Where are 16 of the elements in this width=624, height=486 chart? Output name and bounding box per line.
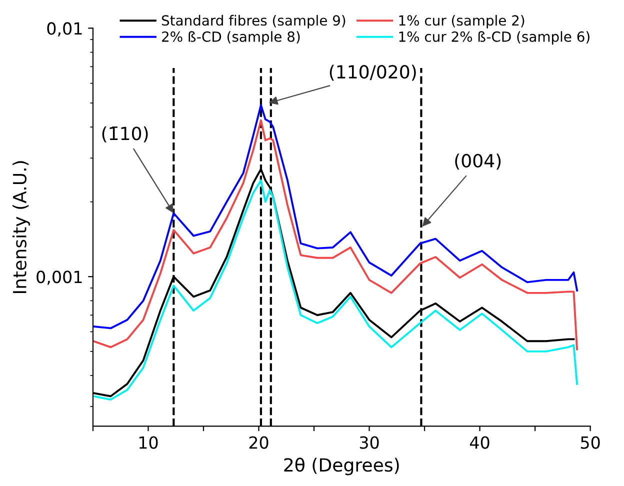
legend-label: 1% cur 2% ß-CD (sample 6) xyxy=(399,31,590,45)
x-tick-label: 40 xyxy=(470,436,490,449)
x-tick-label: 50 xyxy=(580,436,600,449)
annotation: (110/020) xyxy=(330,64,416,81)
y-tick-label: 0,01 xyxy=(47,22,82,36)
legend-label: 1% cur (sample 2) xyxy=(399,14,524,28)
x-tick-label: 20 xyxy=(249,436,268,449)
x-axis-title: 2θ (Degrees) xyxy=(284,458,399,476)
x-tick-label: 10 xyxy=(139,436,158,449)
x-tick-label: 30 xyxy=(360,436,379,449)
y-axis-title: Intensity (A.U.) xyxy=(12,161,30,294)
y-tick-label: 0,001 xyxy=(36,270,82,285)
legend-label: Standard fibres (sample 9) xyxy=(162,14,346,28)
annotation: (1̄10) xyxy=(102,126,148,142)
legend-label: 2% ß-CD (sample 8) xyxy=(162,31,300,45)
annotation: (004) xyxy=(455,154,501,170)
